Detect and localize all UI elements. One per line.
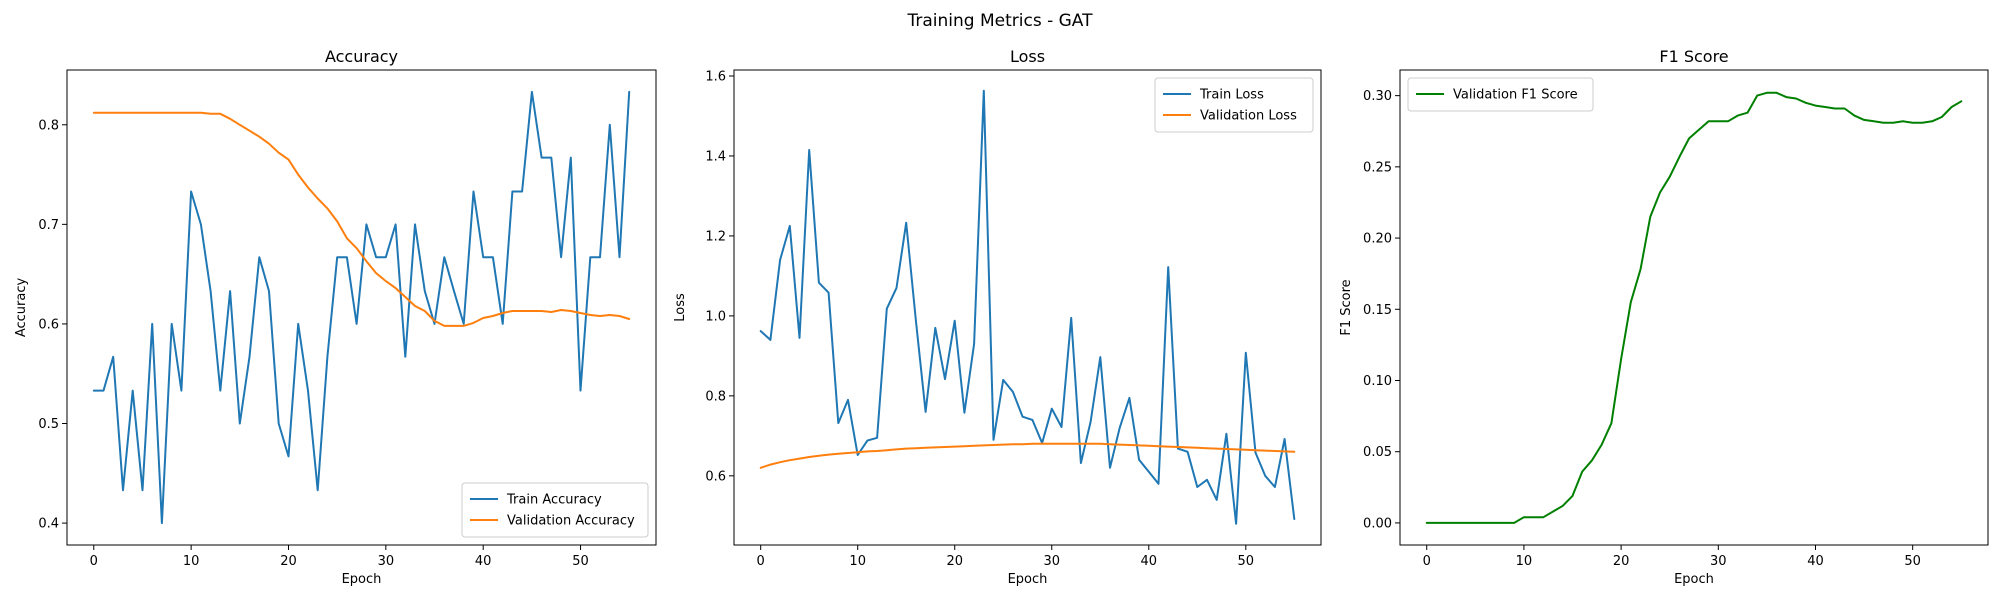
chart-panels: 0 10 20 30 40 50 0.4 0.5 0.6 0.7 0.8 Accuracy Epoch A… — [14, 47, 1989, 587]
accuracy-title: Accuracy — [325, 47, 398, 66]
y-tick-label: 0.8 — [38, 118, 59, 133]
validation-f1-score-line — [1425, 91, 1963, 524]
y-tick-label: 0.15 — [1363, 303, 1392, 318]
f1-score-axes-frame — [1399, 69, 1989, 546]
y-tick-label: 0.05 — [1363, 445, 1392, 460]
y-tick-label: 0.20 — [1363, 232, 1392, 247]
y-tick-label: 0.10 — [1363, 374, 1392, 389]
f1-score-panel: 0 10 20 30 40 50 0.00 0.05 0.10 0.15 0.20 0.25 0.30 F… — [1339, 47, 1989, 587]
x-tick-label: 10 — [849, 554, 866, 569]
x-tick-label: 30 — [1043, 554, 1060, 569]
x-tick-label: 0 — [1423, 554, 1431, 569]
loss-title: Loss — [1010, 47, 1045, 66]
loss-x-axis-label: Epoch — [1008, 572, 1048, 587]
accuracy-axes-frame — [66, 69, 657, 546]
y-tick-label: 1.2 — [705, 229, 726, 244]
figure-suptitle: Training Metrics - GAT — [907, 11, 1094, 31]
accuracy-panel: 0 10 20 30 40 50 0.4 0.5 0.6 0.7 0.8 Accuracy Epoch A… — [14, 47, 657, 587]
y-tick-label: 0.6 — [38, 317, 59, 332]
legend-box — [1407, 77, 1594, 112]
x-tick-label: 30 — [1710, 554, 1727, 569]
accuracy-legend: Train Accuracy Validation Accuracy — [461, 482, 649, 538]
loss-panel: 0 10 20 30 40 50 0.6 0.8 1.0 1.2 1.4 1.6 Loss Epoch Lo… — [673, 47, 1322, 587]
y-tick-label: 0.7 — [38, 218, 59, 233]
x-tick-label: 40 — [1807, 554, 1824, 569]
legend-box — [461, 482, 649, 538]
x-tick-label: 30 — [378, 554, 395, 569]
f1-score-y-axis-label: F1 Score — [1339, 279, 1354, 335]
x-tick-label: 20 — [946, 554, 963, 569]
validation-accuracy-legend-label: Validation Accuracy — [507, 514, 635, 529]
y-tick-label: 0.25 — [1363, 160, 1392, 175]
accuracy-y-axis-label: Accuracy — [14, 278, 29, 338]
loss-legend: Train Loss Validation Loss — [1154, 77, 1314, 133]
x-tick-label: 10 — [1516, 554, 1533, 569]
y-tick-label: 0.00 — [1363, 516, 1392, 531]
train-accuracy-legend-label: Train Accuracy — [506, 493, 602, 508]
f1-score-x-axis-label: Epoch — [1674, 572, 1714, 587]
y-tick-label: 0.8 — [705, 389, 726, 404]
x-tick-label: 50 — [1238, 554, 1255, 569]
accuracy-x-axis-label: Epoch — [342, 572, 382, 587]
train-loss-legend-label: Train Loss — [1199, 88, 1264, 103]
x-tick-label: 50 — [1904, 554, 1921, 569]
y-tick-label: 1.4 — [705, 149, 726, 164]
validation-loss-line — [759, 442, 1296, 469]
validation-f1-score-legend-label: Validation F1 Score — [1453, 88, 1578, 103]
x-tick-label: 20 — [280, 554, 297, 569]
f1-score-title: F1 Score — [1659, 47, 1728, 66]
train-accuracy-line — [92, 90, 631, 525]
legend-box — [1154, 77, 1314, 133]
x-tick-label: 20 — [1613, 554, 1630, 569]
x-tick-label: 40 — [475, 554, 492, 569]
loss-axes-frame — [733, 69, 1322, 546]
y-tick-label: 0.4 — [38, 517, 59, 532]
train-loss-line — [759, 89, 1296, 525]
x-tick-label: 40 — [1141, 554, 1158, 569]
validation-loss-legend-label: Validation Loss — [1200, 109, 1297, 124]
y-tick-label: 1.0 — [705, 309, 726, 324]
y-tick-label: 0.6 — [705, 469, 726, 484]
x-tick-label: 50 — [572, 554, 589, 569]
validation-accuracy-line — [92, 111, 631, 327]
x-tick-label: 0 — [757, 554, 765, 569]
y-tick-label: 0.30 — [1363, 89, 1392, 104]
x-tick-label: 10 — [183, 554, 200, 569]
x-tick-label: 0 — [90, 554, 98, 569]
y-tick-label: 1.6 — [705, 69, 726, 84]
f1-score-legend: Validation F1 Score — [1407, 77, 1594, 112]
loss-y-axis-label: Loss — [673, 293, 688, 322]
y-tick-label: 0.5 — [38, 417, 59, 432]
